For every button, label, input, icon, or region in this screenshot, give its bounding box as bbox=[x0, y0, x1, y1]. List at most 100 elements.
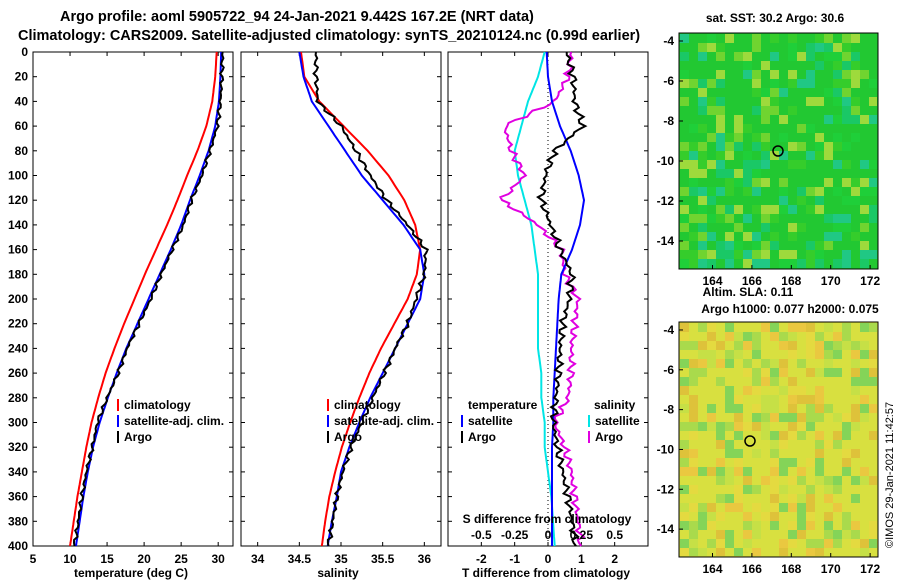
map-cell bbox=[797, 521, 806, 530]
map-cell bbox=[842, 160, 851, 169]
map-lon-label: 166 bbox=[742, 562, 762, 576]
map-cell bbox=[842, 413, 851, 422]
map-cell bbox=[770, 431, 779, 440]
map-cell bbox=[698, 467, 707, 476]
map-cell bbox=[833, 539, 842, 548]
map-cell bbox=[779, 259, 788, 268]
map-cell bbox=[851, 34, 860, 43]
map-axes: 164 166 168 170 172 -4 -6 -8 -10 -12 -14 164 166 168 1… bbox=[657, 34, 881, 576]
depth-tick-label: 140 bbox=[8, 218, 28, 232]
map-cell bbox=[833, 79, 842, 88]
map-cell bbox=[842, 61, 851, 70]
map-cell bbox=[779, 539, 788, 548]
map-cell bbox=[842, 43, 851, 52]
map-cell bbox=[824, 404, 833, 413]
map-cell bbox=[761, 431, 770, 440]
map-cell bbox=[716, 205, 725, 214]
map-cell bbox=[842, 106, 851, 115]
map-cell bbox=[761, 160, 770, 169]
map-cell bbox=[824, 214, 833, 223]
legend-diff-satellite-s: satellite bbox=[595, 414, 640, 428]
depth-tick-label: 340 bbox=[8, 465, 28, 479]
map-cell bbox=[788, 34, 797, 43]
map-cell bbox=[680, 259, 689, 268]
depth-tick-label: 400 bbox=[8, 539, 28, 553]
map-cell bbox=[716, 52, 725, 61]
map-cell bbox=[815, 259, 824, 268]
map-cell bbox=[815, 413, 824, 422]
map-cell bbox=[734, 449, 743, 458]
legend-diff-argo-s: Argo bbox=[595, 430, 623, 444]
map-cell bbox=[869, 187, 877, 196]
map-cell bbox=[824, 88, 833, 97]
map-cell bbox=[851, 449, 860, 458]
map-cell bbox=[680, 142, 689, 151]
map-cell bbox=[734, 458, 743, 467]
map-cell bbox=[770, 70, 779, 79]
map-cell bbox=[833, 88, 842, 97]
map-cell bbox=[707, 503, 716, 512]
map-cell bbox=[806, 187, 815, 196]
map-lat-label: -14 bbox=[657, 234, 675, 248]
map-cell bbox=[725, 133, 734, 142]
map-cell bbox=[860, 476, 869, 485]
map-cell bbox=[770, 232, 779, 241]
map-cell bbox=[707, 413, 716, 422]
legend-diff-salinity: salinity bbox=[594, 398, 636, 412]
map-cell bbox=[725, 259, 734, 268]
map-cell bbox=[752, 241, 761, 250]
map-cell bbox=[680, 223, 689, 232]
map-cell bbox=[788, 52, 797, 61]
map-cell bbox=[752, 530, 761, 539]
map-cell bbox=[698, 548, 707, 556]
map-cell bbox=[833, 97, 842, 106]
map-cell bbox=[698, 521, 707, 530]
map-cell bbox=[851, 521, 860, 530]
map-cell bbox=[788, 142, 797, 151]
map-cell bbox=[716, 70, 725, 79]
map-cell bbox=[734, 223, 743, 232]
map-cell bbox=[725, 386, 734, 395]
map-cell bbox=[779, 341, 788, 350]
map-cell bbox=[860, 70, 869, 79]
map-cell bbox=[680, 440, 689, 449]
map-cell bbox=[833, 413, 842, 422]
map-cell bbox=[680, 323, 689, 332]
map-cell bbox=[734, 250, 743, 259]
map-cell bbox=[788, 160, 797, 169]
map-cell bbox=[779, 88, 788, 97]
map-cell bbox=[716, 431, 725, 440]
map-cell bbox=[680, 241, 689, 250]
depth-tick-label: 360 bbox=[8, 490, 28, 504]
map-cell bbox=[707, 160, 716, 169]
map-cell bbox=[842, 52, 851, 61]
map-cell bbox=[869, 539, 877, 548]
map-cell bbox=[743, 539, 752, 548]
map-cell bbox=[833, 133, 842, 142]
map-cell bbox=[842, 223, 851, 232]
map-cell bbox=[869, 350, 877, 359]
salinity-axis-label: salinity bbox=[317, 566, 359, 580]
legend-diff-temperature: temperature bbox=[468, 398, 538, 412]
map-cell bbox=[698, 196, 707, 205]
map-cell bbox=[680, 449, 689, 458]
map-cell bbox=[815, 458, 824, 467]
map-cell bbox=[797, 187, 806, 196]
map-cell bbox=[716, 241, 725, 250]
map-cell bbox=[851, 232, 860, 241]
map-cell bbox=[770, 404, 779, 413]
map-cell bbox=[797, 160, 806, 169]
map-cell bbox=[824, 178, 833, 187]
legend-satellite-adj: satellite-adj. clim. bbox=[334, 414, 434, 428]
map-cell bbox=[824, 476, 833, 485]
map-cell bbox=[815, 467, 824, 476]
map-cell bbox=[752, 232, 761, 241]
map-cell bbox=[806, 70, 815, 79]
legend-climatology: climatology bbox=[124, 398, 191, 412]
s-tick-label: -0.5 bbox=[471, 528, 492, 542]
x-tick-label: 35 bbox=[334, 552, 348, 566]
map-cell bbox=[833, 259, 842, 268]
map-cell bbox=[860, 341, 869, 350]
x-tick-label: 34.5 bbox=[288, 552, 312, 566]
depth-tick-label: 160 bbox=[8, 243, 28, 257]
